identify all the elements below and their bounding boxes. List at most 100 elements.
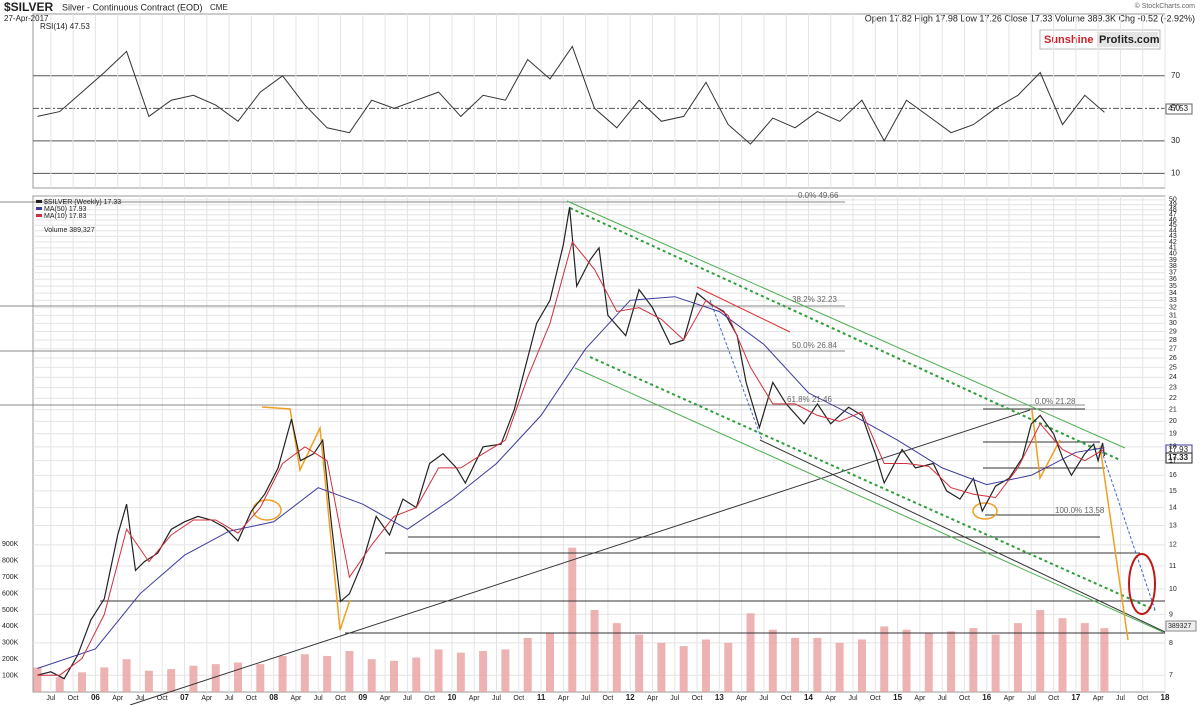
x-tick-label: Jul	[135, 695, 144, 702]
highlight	[972, 502, 998, 520]
y-tick-label: 7	[1169, 672, 1173, 679]
x-tick-label: Apr	[558, 695, 570, 702]
value-box	[1165, 103, 1193, 115]
projection-line	[1099, 445, 1156, 611]
y-tick-label: 8	[1169, 640, 1173, 647]
y-tick-label: 49	[1169, 202, 1177, 209]
y-tick-label: 33	[1169, 297, 1177, 304]
y-tick-label: 40	[1169, 251, 1177, 258]
value-box	[1165, 452, 1193, 464]
date: 27-Apr-2017	[4, 14, 49, 23]
volume-bar	[657, 642, 666, 692]
x-tick-label: 08	[269, 693, 278, 702]
x-tick-label: Oct	[692, 695, 703, 702]
volume-bar	[367, 659, 376, 692]
volume-bar	[947, 631, 956, 692]
x-tick-label: 11	[537, 693, 546, 702]
x-tick-label: Apr	[914, 695, 926, 702]
y-tick-label: 45	[1169, 222, 1177, 229]
volume-bar	[1080, 623, 1089, 692]
x-tick-label: Jul	[1027, 695, 1036, 702]
legend-swatch	[36, 200, 42, 203]
legend-swatch	[36, 214, 42, 217]
annotation-lines	[0, 200, 1166, 705]
y-tick-label: 50	[1171, 103, 1180, 112]
y-tick-label: 34	[1169, 290, 1177, 297]
x-tick-label: 06	[91, 693, 100, 702]
legend-entry: MA(50) 17.93	[44, 206, 87, 213]
y-tick-label: 400K	[2, 623, 19, 630]
y-tick-label: 20	[1169, 418, 1177, 425]
y-tick-label: 48	[1169, 207, 1177, 214]
volume-bar	[791, 637, 800, 692]
volume-bar	[813, 637, 822, 692]
volume-bar	[122, 659, 131, 692]
x-tick-label: Oct	[781, 695, 792, 702]
x-tick-label: 18	[1161, 693, 1170, 702]
x-tick-label: Oct	[1048, 695, 1059, 702]
volume-bar	[189, 665, 198, 692]
y-tick-label: 41	[1169, 245, 1177, 252]
x-tick-label: Jul	[403, 695, 412, 702]
rsi-panel	[32, 13, 1166, 189]
volume-bar	[434, 649, 443, 692]
x-tick-label: Apr	[647, 695, 659, 702]
x-tick-label: Oct	[246, 695, 257, 702]
logo-text: Profits.com	[1099, 34, 1160, 46]
volume-bar	[523, 637, 532, 692]
volume-bar	[300, 654, 309, 692]
price-panel	[32, 195, 1166, 693]
legend-entry: Volume 389,327	[44, 227, 95, 234]
y-tick-label: 900K	[2, 541, 19, 548]
y-tick-label: 31	[1169, 312, 1177, 319]
exchange: CME	[210, 3, 228, 12]
volume-bar	[568, 547, 577, 692]
series-line	[37, 296, 1105, 669]
channel-line	[589, 356, 1156, 611]
orange-path	[261, 406, 351, 631]
y-tick-label: 800K	[2, 558, 19, 565]
volume-bar	[635, 634, 644, 692]
volume-bar	[167, 669, 176, 692]
volume-bar	[857, 639, 866, 692]
y-tick-label: 36	[1169, 276, 1177, 283]
legend-entry: MA(10) 17.83	[44, 213, 87, 220]
volume-bar	[55, 677, 64, 692]
fib-label: 0.0% 21.28	[1035, 397, 1076, 406]
x-tick-label: Oct	[157, 695, 168, 702]
volume-bar	[1013, 623, 1022, 692]
y-tick-label: 35	[1169, 283, 1177, 290]
y-tick-label: 70	[1171, 71, 1180, 80]
series-line	[37, 240, 1105, 676]
series-line	[37, 207, 1105, 680]
channel-line	[574, 367, 1164, 633]
y-tick-label: 43	[1169, 233, 1177, 240]
volume-bar	[679, 646, 688, 692]
volume-bar	[1100, 628, 1109, 692]
fib-label: 61.8% 21.46	[787, 395, 832, 404]
volume-bar	[501, 649, 510, 692]
x-tick-label: 13	[715, 693, 724, 702]
y-tick-label: 17	[1169, 458, 1177, 465]
y-tick-label: 18	[1169, 444, 1177, 451]
fib-label: 100.0% 13.58	[1055, 506, 1105, 515]
fib-label: 50.0% 26.84	[792, 341, 837, 350]
y-tick-label: 9	[1169, 611, 1173, 618]
y-tick-label: 46	[1169, 217, 1177, 224]
y-tick-label: 23	[1169, 384, 1177, 391]
y-tick-label: 26	[1169, 355, 1177, 362]
orange-path	[1099, 445, 1129, 641]
volume-bar	[144, 670, 153, 692]
volume-bar	[701, 639, 710, 692]
y-tick-label: 24	[1169, 374, 1177, 381]
volume-bar	[256, 664, 265, 692]
y-tick-label: 32	[1169, 305, 1177, 312]
volume-bar	[100, 667, 109, 692]
y-tick-label: 47	[1169, 212, 1177, 219]
y-tick-label: 25	[1169, 364, 1177, 371]
x-tick-label: Oct	[513, 695, 524, 702]
x-tick-label: 14	[804, 693, 813, 702]
volume-bar	[746, 613, 755, 692]
x-tick-label: 15	[893, 693, 902, 702]
